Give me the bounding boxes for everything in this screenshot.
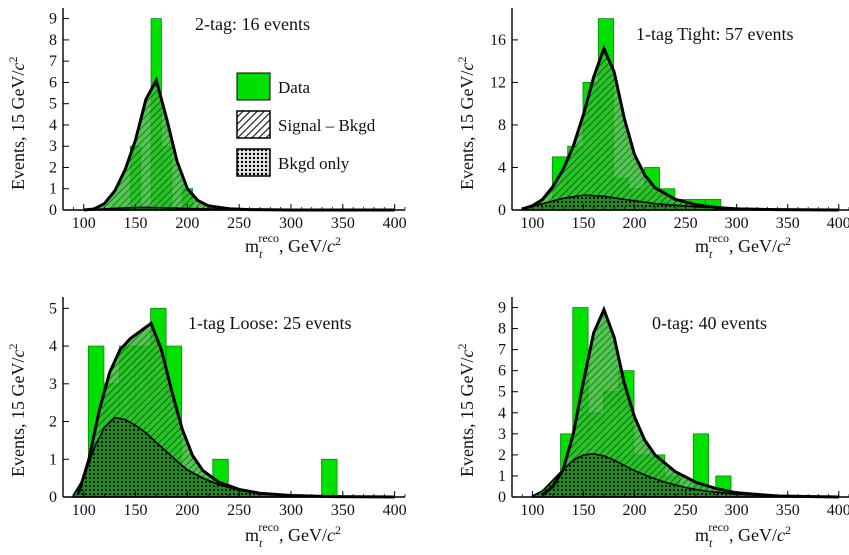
signal-area: [522, 48, 839, 211]
panel-0-tag: 0-tag: 40 events 100 150 200 250 300 350 40001…: [455, 297, 849, 550]
x-tick-label: 200: [623, 502, 647, 519]
y-tick-label: 0: [49, 202, 57, 219]
legend-swatch-bkgd: [236, 148, 271, 177]
bkgd-area: [531, 453, 839, 498]
panel-2-tag: 2-tag: 16 events 100 150 200 250 300 350 40001…: [6, 8, 407, 261]
x-tick-label: 100: [520, 502, 544, 519]
x-tick-label: 350: [331, 502, 355, 519]
legend-label-bkgd: Bkgd only: [278, 154, 350, 173]
legend-swatch-signal: [236, 110, 271, 139]
signal-curve: [541, 305, 839, 499]
y-tick-label: 4: [498, 159, 506, 176]
x-tick-label: 150: [571, 215, 595, 232]
y-tick-label: 5: [498, 384, 506, 401]
x-tick-label: 350: [776, 215, 800, 232]
y-tick-label: 9: [498, 300, 506, 317]
y-tick-label: 7: [498, 342, 506, 359]
y-tick-label: 0: [498, 489, 506, 506]
x-tick-label: 400: [383, 215, 407, 232]
panel-label: 1-tag Tight: 57 events: [636, 24, 794, 44]
data-bar: [321, 458, 338, 498]
bkgd-area: [72, 416, 395, 498]
x-axis-title: mtreco, GeV/c2: [695, 231, 791, 261]
y-tick-label: 8: [498, 117, 506, 134]
x-tick-label: 100: [72, 502, 96, 519]
signal-area: [83, 80, 395, 210]
y-axis-title: Events, 15 GeV/c2: [455, 344, 477, 477]
y-tick-label: 5: [49, 300, 57, 317]
y-axis-title: Events, 15 GeV/c2: [455, 57, 477, 190]
legend-label-data: Data: [278, 78, 311, 97]
y-tick-label: 3: [498, 426, 506, 443]
panel-label: 0-tag: 40 events: [652, 313, 767, 333]
x-tick-label: 250: [227, 502, 251, 519]
y-axis-title: Events, 15 GeV/c2: [6, 57, 28, 190]
x-tick-label: 250: [227, 215, 251, 232]
x-tick-label: 200: [175, 215, 199, 232]
signal-area: [542, 309, 839, 497]
y-tick-label: 8: [49, 32, 57, 49]
x-tick-label: 200: [623, 215, 647, 232]
x-tick-label: 350: [331, 215, 355, 232]
x-tick-label: 300: [279, 502, 303, 519]
x-axis-title: mtreco, GeV/c2: [245, 231, 341, 261]
x-tick-label: 150: [124, 502, 148, 519]
x-tick-label: 100: [520, 215, 544, 232]
y-tick-label: 2: [49, 414, 57, 431]
y-tick-label: 7: [49, 53, 57, 70]
y-tick-label: 0: [498, 202, 506, 219]
y-tick-label: 1: [49, 181, 57, 198]
plot-area: 100 150 200 250 300 350 400 0 1 2 3 4 5: [49, 297, 407, 519]
x-tick-label: 150: [571, 502, 595, 519]
x-tick-label: 100: [72, 215, 96, 232]
y-tick-label: 1: [49, 451, 57, 468]
signal-curve: [77, 321, 395, 499]
x-tick-label: 350: [776, 502, 800, 519]
plot-area: 100 150 200 250 300 350 400 0 1 2 3 4 5 6 7 8 9: [49, 8, 407, 232]
x-tick-label: 400: [383, 502, 407, 519]
y-tick-label: 3: [49, 376, 57, 393]
x-tick-label: 300: [279, 215, 303, 232]
x-tick-label: 250: [674, 215, 698, 232]
x-tick-label: 400: [827, 502, 849, 519]
y-axis-title: Events, 15 GeV/c2: [6, 344, 28, 477]
legend-swatch-data: [236, 72, 271, 101]
y-tick-label: 6: [49, 74, 57, 91]
y-tick-label: 1: [498, 468, 506, 485]
plot-area: 100 150 200 250 300 350 400 0 1 2 3 4 5 6 7 8 9: [498, 297, 849, 519]
panel-label: 1-tag Loose: 25 events: [188, 313, 351, 333]
x-tick-label: 300: [725, 502, 749, 519]
y-tick-label: 0: [49, 489, 57, 506]
x-tick-label: 300: [725, 215, 749, 232]
y-tick-label: 5: [49, 96, 57, 113]
legend: Data Signal – Bkgd Bkgd only: [236, 72, 376, 177]
x-tick-label: 150: [124, 215, 148, 232]
y-tick-label: 6: [498, 363, 506, 380]
panel-1-tag-loose: 1-tag Loose: 25 events 100 150 200 250 300 35…: [6, 297, 407, 550]
y-tick-label: 9: [49, 11, 57, 28]
y-tick-label: 3: [49, 138, 57, 155]
signal-curve: [521, 44, 839, 212]
x-axis-title: mtreco, GeV/c2: [245, 520, 341, 550]
y-tick-label: 2: [498, 447, 506, 464]
y-tick-label: 16: [490, 32, 506, 49]
y-tick-label: 2: [49, 159, 57, 176]
legend-label-signal: Signal – Bkgd: [278, 116, 376, 135]
y-tick-label: 8: [498, 321, 506, 338]
plot-area: 100 150 200 250 300 350 400 0 4 8 12 16: [490, 8, 849, 232]
y-tick-label: 4: [49, 338, 57, 355]
y-tick-label: 4: [49, 117, 57, 134]
x-axis-title: mtreco, GeV/c2: [695, 520, 791, 550]
signal-curve: [83, 76, 395, 212]
x-tick-label: 200: [175, 502, 199, 519]
x-tick-label: 250: [674, 502, 698, 519]
y-tick-label: 4: [498, 405, 506, 422]
panel-1-tag-tight: 1-tag Tight: 57 events 100 150 200 250 300 35…: [455, 8, 849, 261]
x-tick-label: 400: [827, 215, 849, 232]
panel-label: 2-tag: 16 events: [195, 14, 310, 34]
y-tick-label: 12: [490, 74, 506, 91]
